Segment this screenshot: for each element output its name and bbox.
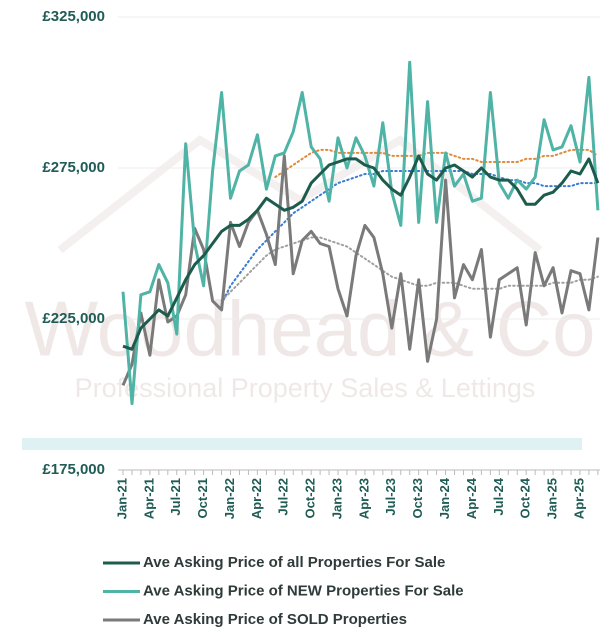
- x-tick-label: Jan-25: [545, 478, 560, 519]
- x-tick-label: Oct-23: [410, 478, 425, 518]
- x-tick-label: Jan-23: [329, 478, 344, 519]
- x-tick-label: Apr-24: [464, 477, 479, 519]
- watermark-brand: Woodhead & Co: [25, 285, 596, 373]
- y-tick-label: £225,000: [42, 310, 105, 327]
- x-tick-label: Oct-21: [195, 478, 210, 518]
- x-tick-label: Jul-24: [491, 477, 506, 515]
- series-line: [122, 154, 600, 351]
- x-tick-label: Apr-22: [249, 478, 264, 519]
- x-tick-label: Jan-24: [437, 477, 452, 519]
- x-tick-label: Apr-25: [571, 478, 586, 519]
- legend-label: Ave Asking Price of NEW Properties For S…: [143, 582, 464, 599]
- x-tick-label: Jul-22: [276, 478, 291, 516]
- x-tick-label: Apr-21: [141, 478, 156, 519]
- x-tick-label: Oct-24: [518, 477, 533, 518]
- watermark-logo: [22, 135, 582, 450]
- x-tick-label: Jan-22: [222, 478, 237, 519]
- x-tick-label: Apr-23: [356, 478, 371, 519]
- trend-line: [220, 236, 599, 302]
- y-tick-label: £275,000: [42, 159, 105, 176]
- x-tick-label: Oct-22: [303, 478, 318, 518]
- series-line: [121, 154, 600, 386]
- series-line: [121, 60, 600, 406]
- watermark-tagline: Professional Property Sales & Lettings: [75, 373, 536, 403]
- y-tick-label: £325,000: [42, 8, 105, 25]
- trend-line: [220, 170, 599, 305]
- watermark-roof: [57, 135, 543, 254]
- watermark-band: [22, 438, 582, 450]
- x-tick-label: Jul-21: [168, 478, 183, 516]
- legend-label: Ave Asking Price of SOLD Properties: [143, 611, 407, 628]
- legend-label: Ave Asking Price of all Properties For S…: [143, 554, 445, 571]
- x-tick-label: Jan-21: [114, 478, 129, 519]
- trend-line: [274, 148, 599, 179]
- x-tick-label: Jul-23: [383, 478, 398, 516]
- y-tick-label: £175,000: [42, 461, 105, 478]
